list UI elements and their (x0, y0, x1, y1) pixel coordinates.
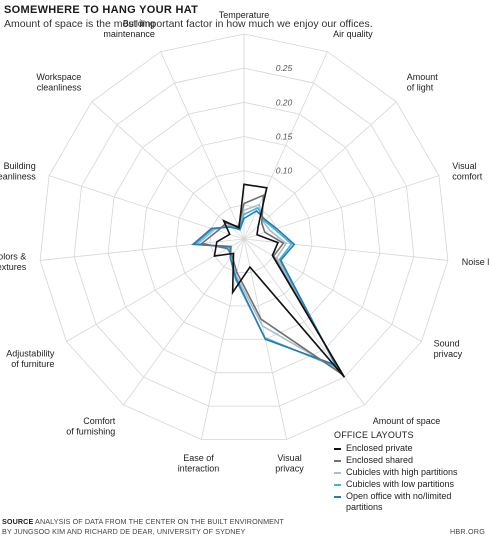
axis-labels: Temperature Air quality Amount of light Visu… (0, 10, 489, 474)
legend-label: Cubicles with high partitions (346, 467, 458, 477)
grid-ring (209, 204, 279, 273)
legend-swatch (334, 496, 341, 498)
axis-label: Comfort of furnishing (66, 416, 116, 437)
axis-label: Visual privacy (275, 453, 304, 474)
axis-label: Sound privacy (434, 338, 463, 359)
tick-label: 0.25 (276, 63, 293, 73)
grid-ring (107, 101, 381, 374)
legend-swatch (334, 472, 341, 474)
axis-label: Workspace cleanliness (36, 72, 81, 93)
legend-item-cubicles-low: Cubicles with low partitions (334, 479, 486, 491)
axis-label: Air quality (333, 29, 373, 39)
grid-spoke (243, 238, 365, 406)
legend-swatch (334, 448, 341, 450)
axis-label: Visual comfort (452, 161, 483, 182)
grid-spoke (40, 238, 245, 261)
radial-tick-labels: 0.10 0.15 0.20 0.25 (276, 63, 293, 176)
legend-label: Enclosed shared (346, 455, 414, 465)
grid-spoke (123, 238, 245, 406)
grid-spoke (160, 51, 245, 240)
legend-swatch (334, 460, 341, 462)
legend-label: Enclosed private (346, 443, 413, 453)
legend-label: Cubicles with low partitions (346, 479, 455, 489)
grid-ring (73, 67, 415, 407)
source-text: ANALYSIS OF DATA FROM THE CENTER ON THE … (33, 517, 284, 526)
grid-spoke (91, 101, 245, 240)
legend: OFFICE LAYOUTS Enclosed private Enclosed… (334, 430, 486, 513)
tick-label: 0.15 (276, 132, 293, 142)
legend-item-enclosed-shared: Enclosed shared (334, 455, 486, 467)
source-text-line2: BY JUNGSOO KIM AND RICHARD DE DEAR, UNIV… (2, 527, 246, 536)
legend-item-cubicles-high: Cubicles with high partitions (334, 467, 486, 479)
legend-item-enclosed-private: Enclosed private (334, 443, 486, 455)
radar-grid (39, 33, 449, 440)
axis-label: Amount of space (373, 416, 441, 426)
axis-label: Ease of interaction (178, 453, 220, 474)
tick-label: 0.20 (276, 97, 293, 107)
series-enclosed-private (213, 183, 346, 378)
brand-logo-text: HBR.ORG (450, 527, 485, 536)
grid-ring (175, 170, 313, 307)
legend-label: Open office with no/limited partitions (346, 491, 452, 512)
grid-ring (141, 136, 347, 340)
grid-spoke (243, 175, 440, 240)
legend-swatch (334, 484, 341, 486)
axis-label: Building maintenance (103, 18, 155, 39)
series-enclosed-shared (200, 194, 344, 376)
axis-label: Adjustability of furniture (6, 349, 55, 370)
grid-spoke (243, 101, 397, 240)
source-label: SOURCE (2, 517, 34, 526)
chart-subtitle: Amount of space is the most important fa… (4, 18, 373, 30)
axis-label: Noise level (462, 257, 489, 267)
axis-label: Colors &textures (0, 252, 27, 273)
legend-item-open-office: Open office with no/limited partitions (334, 491, 486, 513)
chart-title: SOMEWHERE TO HANG YOUR HAT (4, 4, 199, 16)
axis-label: Amount of light (407, 72, 439, 93)
data-series (191, 183, 346, 378)
legend-title: OFFICE LAYOUTS (334, 430, 414, 440)
source-note: SOURCE ANALYSIS OF DATA FROM THE CENTER … (2, 517, 422, 537)
grid-ring (39, 33, 449, 440)
axis-label: Buildingcleanliness (0, 161, 36, 182)
tick-label: 0.10 (276, 166, 293, 176)
grid-spoke (66, 238, 245, 342)
axis-label: Temperature (219, 10, 270, 20)
